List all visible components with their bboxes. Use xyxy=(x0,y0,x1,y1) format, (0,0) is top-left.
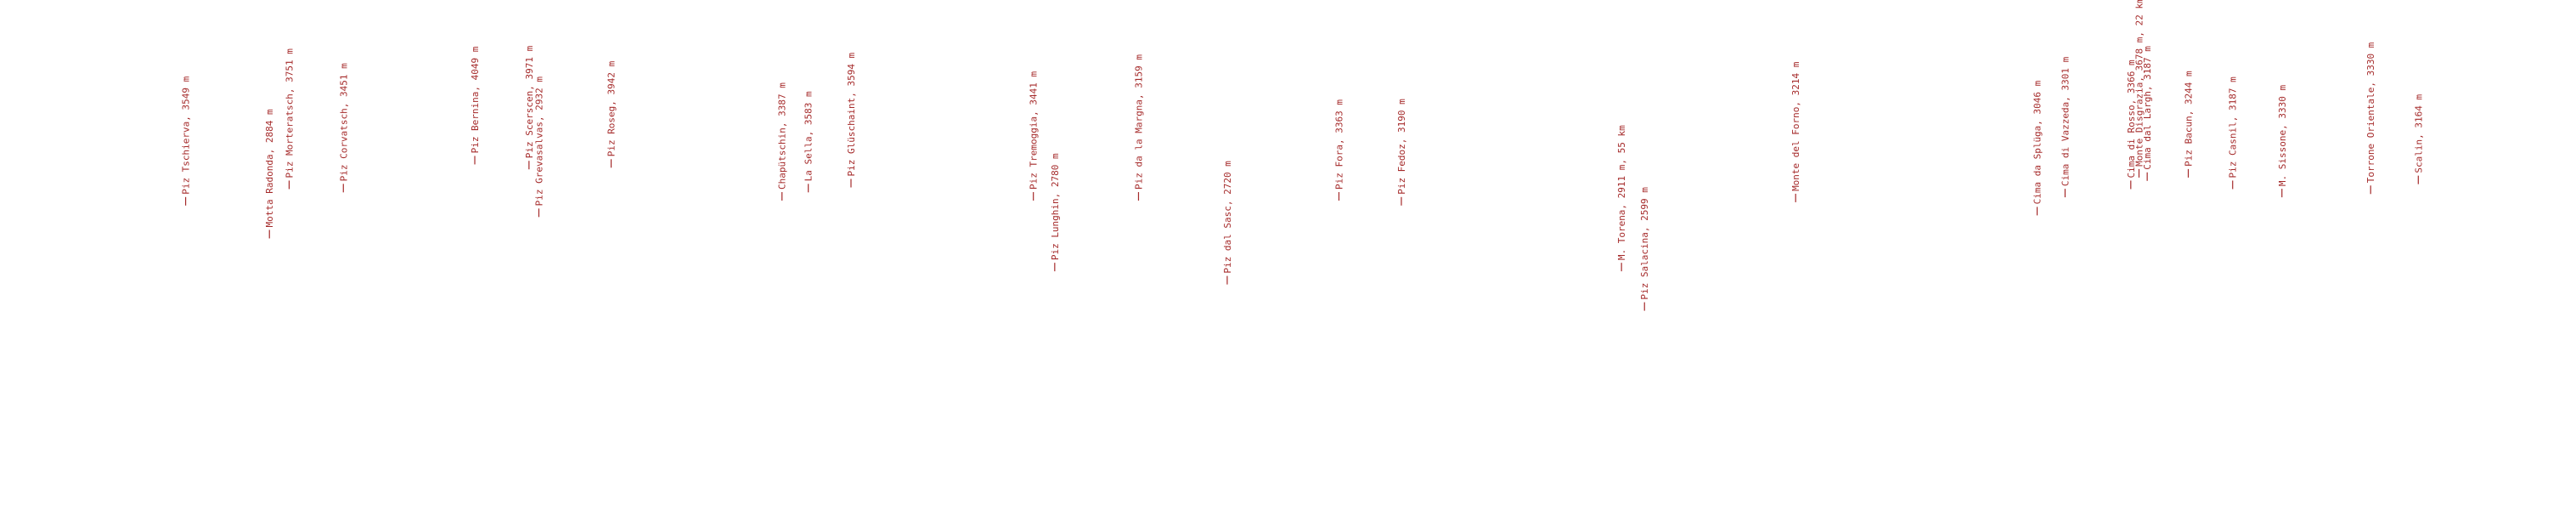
peak-label: Piz Fedoz, 3190 m xyxy=(1396,99,1407,195)
peak-label: M. Torena, 2911 m, 55 km xyxy=(1616,125,1627,260)
peak-label: La Sella, 3583 m xyxy=(803,91,815,181)
peak-label: Piz Tremoggia, 3441 m xyxy=(1029,71,1040,190)
peak-label: Piz Morteratsch, 3751 m xyxy=(284,48,295,178)
peak-label: Piz dal Sasc, 2720 m xyxy=(1222,161,1233,274)
peak-label: Piz Scerscen, 3971 m xyxy=(524,45,535,158)
peak-label: Piz da la Margna, 3159 m xyxy=(1133,54,1144,190)
peak-label: Motta Radonda, 2884 m xyxy=(264,109,275,227)
peak-label: Piz Fora, 3363 m xyxy=(1333,99,1344,190)
peak-label: Piz Glüschaint, 3594 m xyxy=(846,52,857,176)
peak-label: Piz Salacina, 2599 m xyxy=(1639,187,1650,300)
peak-label: Cima da Splüga, 3046 m xyxy=(2032,80,2043,204)
peak-label: Piz Grevasalvas, 2932 m xyxy=(533,76,544,207)
peak-label: Cima dal Largh, 3187 m xyxy=(2142,46,2153,170)
peak-label: Piz Casnil, 3187 m xyxy=(2228,76,2239,178)
peak-label: Cima di Vazzeda, 3301 m xyxy=(2060,56,2071,186)
peak-label: Piz Bernina, 4049 m xyxy=(470,46,481,153)
peak-label: Piz Bacun, 3244 m xyxy=(2184,71,2195,167)
peak-label: Monte Disgrazia, 3678 m, 22 km xyxy=(2134,0,2145,167)
peak-label: Piz Corvatsch, 3451 m xyxy=(338,63,349,181)
peak-label: Piz Roseg, 3942 m xyxy=(606,60,617,156)
peak-label: Torrone Orientale, 3330 m xyxy=(2365,42,2376,183)
peak-label: Monte del Forno, 3214 m xyxy=(1790,61,1801,191)
peak-label: Chapütschin, 3387 m xyxy=(777,82,788,190)
peak-label: Piz Tschierva, 3549 m xyxy=(181,76,192,194)
peak-label: Scalin, 3164 m xyxy=(2413,94,2424,173)
peak-label: Cima di Rosso, 3366 m xyxy=(2126,60,2137,178)
peak-label: Piz Lunghin, 2780 m xyxy=(1050,153,1061,260)
peak-label: M. Sissone, 3330 m xyxy=(2277,85,2288,187)
